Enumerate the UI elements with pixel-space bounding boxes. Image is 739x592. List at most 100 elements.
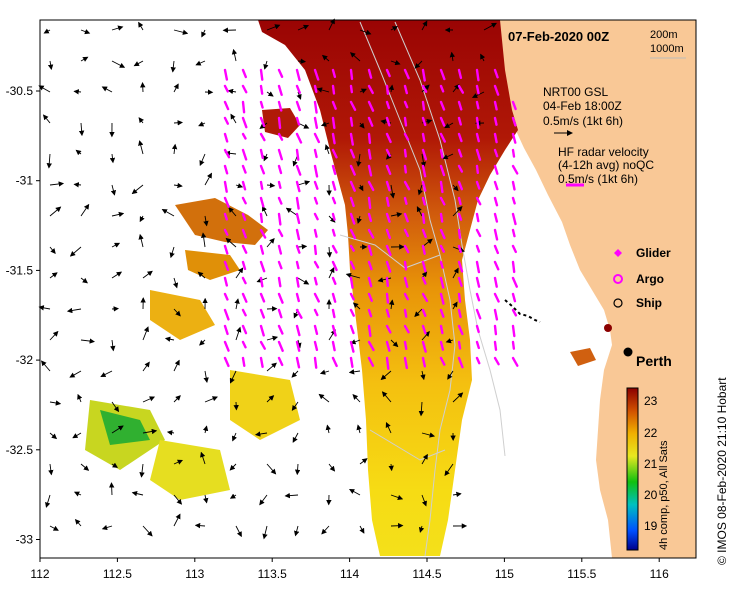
radar-current-arrow bbox=[277, 164, 283, 175]
radar-current-arrow bbox=[439, 196, 446, 206]
radar-current-arrow bbox=[223, 356, 230, 368]
radar-current-arrow bbox=[331, 196, 337, 205]
x-tick-label: 112 bbox=[30, 567, 49, 581]
radar-current-arrow bbox=[367, 84, 374, 95]
radar-current-arrow bbox=[295, 340, 301, 352]
model-current-arrow bbox=[194, 522, 206, 529]
y-axis: -30.5 -31 -31.5 -32 -32.5 -33 bbox=[6, 84, 40, 547]
colorbar-ramp bbox=[626, 387, 639, 551]
radar-current-arrow bbox=[421, 276, 427, 285]
model-current-arrow bbox=[100, 370, 113, 377]
model-current-arrow bbox=[291, 370, 299, 378]
model-current-arrow bbox=[381, 391, 392, 403]
colorbar-tick-23: 23 bbox=[644, 394, 658, 408]
model-current-arrow bbox=[359, 122, 365, 129]
model-current-arrow bbox=[72, 432, 82, 439]
radar-current-arrow bbox=[331, 244, 338, 254]
model-current-arrow bbox=[414, 60, 423, 69]
radar-current-arrow bbox=[493, 356, 500, 366]
colorbar-label: 4h comp, p50, All Sats bbox=[658, 440, 670, 550]
model-current-arrow bbox=[229, 463, 237, 471]
radar-current-arrow bbox=[439, 132, 447, 143]
model-current-arrow bbox=[420, 370, 426, 381]
radar-current-arrow bbox=[403, 324, 410, 334]
radar-current-arrow bbox=[439, 276, 445, 289]
radar-current-arrow bbox=[457, 116, 462, 126]
model-current-arrow bbox=[109, 153, 116, 164]
radar-current-arrow bbox=[421, 356, 427, 368]
model-current-arrow bbox=[80, 203, 90, 217]
model-current-arrow bbox=[139, 215, 145, 223]
radar-current-arrow bbox=[349, 164, 356, 176]
map-title: 07-Feb-2020 00Z bbox=[508, 29, 609, 44]
radar-current-arrow bbox=[295, 276, 300, 288]
radar-current-arrow bbox=[403, 116, 408, 127]
radar-current-arrow bbox=[331, 100, 337, 110]
radar-current-arrow bbox=[457, 260, 464, 273]
model-current-arrow bbox=[388, 463, 394, 472]
model-current-arrow bbox=[297, 58, 307, 64]
model-current-arrow bbox=[421, 331, 430, 341]
model-current-arrow bbox=[388, 299, 395, 310]
radar-current-arrow bbox=[313, 228, 318, 238]
radar-current-arrow bbox=[457, 244, 462, 254]
model-current-arrow bbox=[111, 271, 123, 279]
model-current-arrow bbox=[173, 120, 183, 126]
model-current-arrow bbox=[111, 25, 124, 31]
radar-current-arrow bbox=[241, 84, 248, 94]
radar-current-arrow bbox=[223, 340, 230, 352]
radar-current-arrow bbox=[259, 212, 264, 224]
model-current-arrow bbox=[142, 396, 156, 403]
model-current-arrow bbox=[69, 370, 82, 378]
model-current-arrow bbox=[449, 51, 456, 62]
model-current-arrow bbox=[266, 335, 279, 341]
radar-current-arrow bbox=[295, 132, 303, 144]
radar-current-arrow bbox=[385, 356, 390, 370]
radar-current-arrow bbox=[241, 276, 247, 285]
model-current-arrow bbox=[388, 84, 395, 93]
model-current-arrow bbox=[142, 270, 153, 279]
y-tick-label: -30.5 bbox=[6, 84, 34, 98]
radar-current-arrow bbox=[403, 84, 409, 95]
radar-current-arrow bbox=[457, 324, 464, 336]
radar-current-arrow bbox=[295, 308, 303, 319]
x-tick-label: 115.5 bbox=[567, 567, 596, 581]
radar-current-arrow bbox=[295, 324, 301, 337]
radar-current-arrow bbox=[457, 164, 464, 173]
model-current-arrow bbox=[131, 490, 144, 497]
model-current-arrow bbox=[204, 396, 218, 403]
model-current-arrow bbox=[266, 237, 275, 248]
radar-current-arrow bbox=[295, 228, 301, 241]
model-current-arrow bbox=[199, 339, 206, 346]
model-current-arrow bbox=[228, 207, 237, 217]
radar-current-arrow bbox=[295, 148, 300, 161]
radar-current-arrow bbox=[511, 228, 516, 238]
radar-current-arrow bbox=[259, 244, 265, 255]
radar-current-arrow bbox=[475, 68, 480, 82]
model-current-arrow bbox=[111, 211, 125, 218]
radar-current-arrow bbox=[241, 100, 246, 114]
radar-current-arrow bbox=[295, 356, 301, 369]
model-current-arrow bbox=[173, 83, 179, 93]
radar-current-arrow bbox=[313, 164, 319, 178]
radar-current-arrow bbox=[349, 148, 356, 159]
radar-current-arrow bbox=[385, 276, 390, 288]
x-tick-label: 114.5 bbox=[412, 567, 441, 581]
model-current-arrow bbox=[452, 205, 463, 217]
radar-current-arrow bbox=[223, 84, 229, 93]
radar-current-arrow bbox=[511, 276, 518, 288]
x-tick-label: 116 bbox=[650, 567, 669, 581]
radar-current-arrow bbox=[259, 164, 266, 175]
radar-current-arrow bbox=[493, 212, 499, 223]
model-current-arrow bbox=[320, 121, 330, 127]
radar-current-arrow bbox=[403, 180, 411, 191]
radar-current-arrow bbox=[385, 324, 392, 334]
radar-current-arrow bbox=[295, 260, 300, 270]
radar-current-arrow bbox=[331, 180, 337, 191]
model-current-arrow bbox=[421, 432, 436, 438]
model-current-arrow bbox=[359, 458, 368, 465]
radar-current-arrow bbox=[259, 68, 264, 81]
radar-current-arrow bbox=[349, 340, 355, 353]
radar-current-arrow bbox=[367, 132, 372, 145]
model-current-arrow bbox=[420, 153, 427, 168]
